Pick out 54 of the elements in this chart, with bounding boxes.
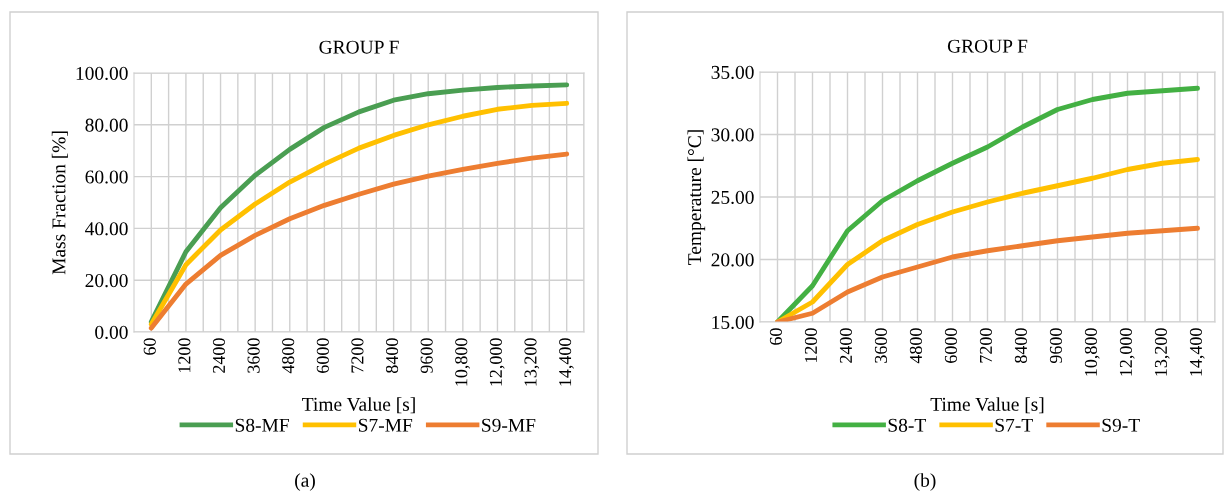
- x-tick-label: 6000: [316, 338, 329, 373]
- x-tick-label: 9600: [420, 338, 433, 374]
- text: (a): [295, 473, 315, 491]
- y-tick-label: 30.00: [711, 128, 754, 142]
- x-tick-label: 60: [143, 338, 156, 355]
- chart-title: GROUP F: [947, 39, 1028, 53]
- y-tick-label: 0.00: [95, 325, 128, 340]
- y-tick-label: 100.00: [76, 66, 128, 81]
- legend-label: S9-T: [1102, 418, 1140, 432]
- y-tick-label: 35.00: [711, 65, 754, 80]
- x-tick-label: 3600: [247, 338, 260, 373]
- x-tick-label: 13,200: [524, 338, 540, 386]
- y-tick-label: 25.00: [711, 190, 754, 205]
- line-series: [148, 151, 570, 331]
- x-tick-label: 7200: [979, 328, 993, 363]
- x-tick-label: 13,200: [1154, 328, 1170, 376]
- line-series: [775, 85, 1200, 322]
- x-tick-label: 1200: [804, 328, 818, 363]
- y-axis-title: Mass Fraction [%]: [51, 131, 68, 275]
- y-tick-label: 20.00: [85, 274, 128, 288]
- x-tick-label: 4800: [909, 328, 923, 364]
- x-tick-label: 10,800: [455, 338, 470, 386]
- x-tick-label: 7200: [351, 338, 364, 373]
- y-axis-title: Temperature [°C]: [687, 130, 706, 265]
- x-tick-label: 2400: [212, 338, 226, 373]
- x-tick-label: 10,800: [1084, 328, 1100, 376]
- x-tick-label: 4800: [282, 338, 295, 374]
- text: (b): [914, 473, 936, 491]
- legend-label: S7-T: [995, 418, 1033, 432]
- chart-title: GROUP F: [319, 40, 399, 54]
- x-tick-label: 12,000: [1119, 328, 1135, 376]
- x-tick-label: 14,400: [559, 338, 574, 386]
- legend-label: S8-MF: [235, 418, 289, 432]
- x-tick-label: 1200: [178, 338, 191, 373]
- x-tick-label: 8400: [1014, 328, 1028, 363]
- x-tick-label: 60: [769, 328, 783, 345]
- x-tick-label: 2400: [839, 328, 853, 363]
- x-tick-label: 9600: [1049, 328, 1063, 364]
- x-axis-title: Time Value [s]: [302, 397, 415, 414]
- y-tick-label: 15.00: [712, 315, 754, 330]
- x-tick-label: 6000: [944, 328, 958, 363]
- legend-label: S7-MF: [358, 418, 413, 432]
- x-tick-label: 14,400: [1189, 328, 1205, 376]
- y-tick-label: 80.00: [85, 118, 128, 132]
- x-tick-label: 8400: [385, 338, 399, 373]
- legend-label: S8-T: [888, 418, 926, 432]
- y-tick-label: 20.00: [711, 253, 754, 267]
- y-tick-label: 60.00: [85, 170, 128, 184]
- line-series: [775, 225, 1200, 322]
- x-axis-title: Time Value [s]: [930, 397, 1044, 414]
- y-tick-label: 40.00: [85, 222, 128, 236]
- x-tick-label: 12,000: [489, 338, 505, 386]
- x-tick-label: 3600: [874, 328, 888, 363]
- legend-label: S9-MF: [482, 418, 536, 432]
